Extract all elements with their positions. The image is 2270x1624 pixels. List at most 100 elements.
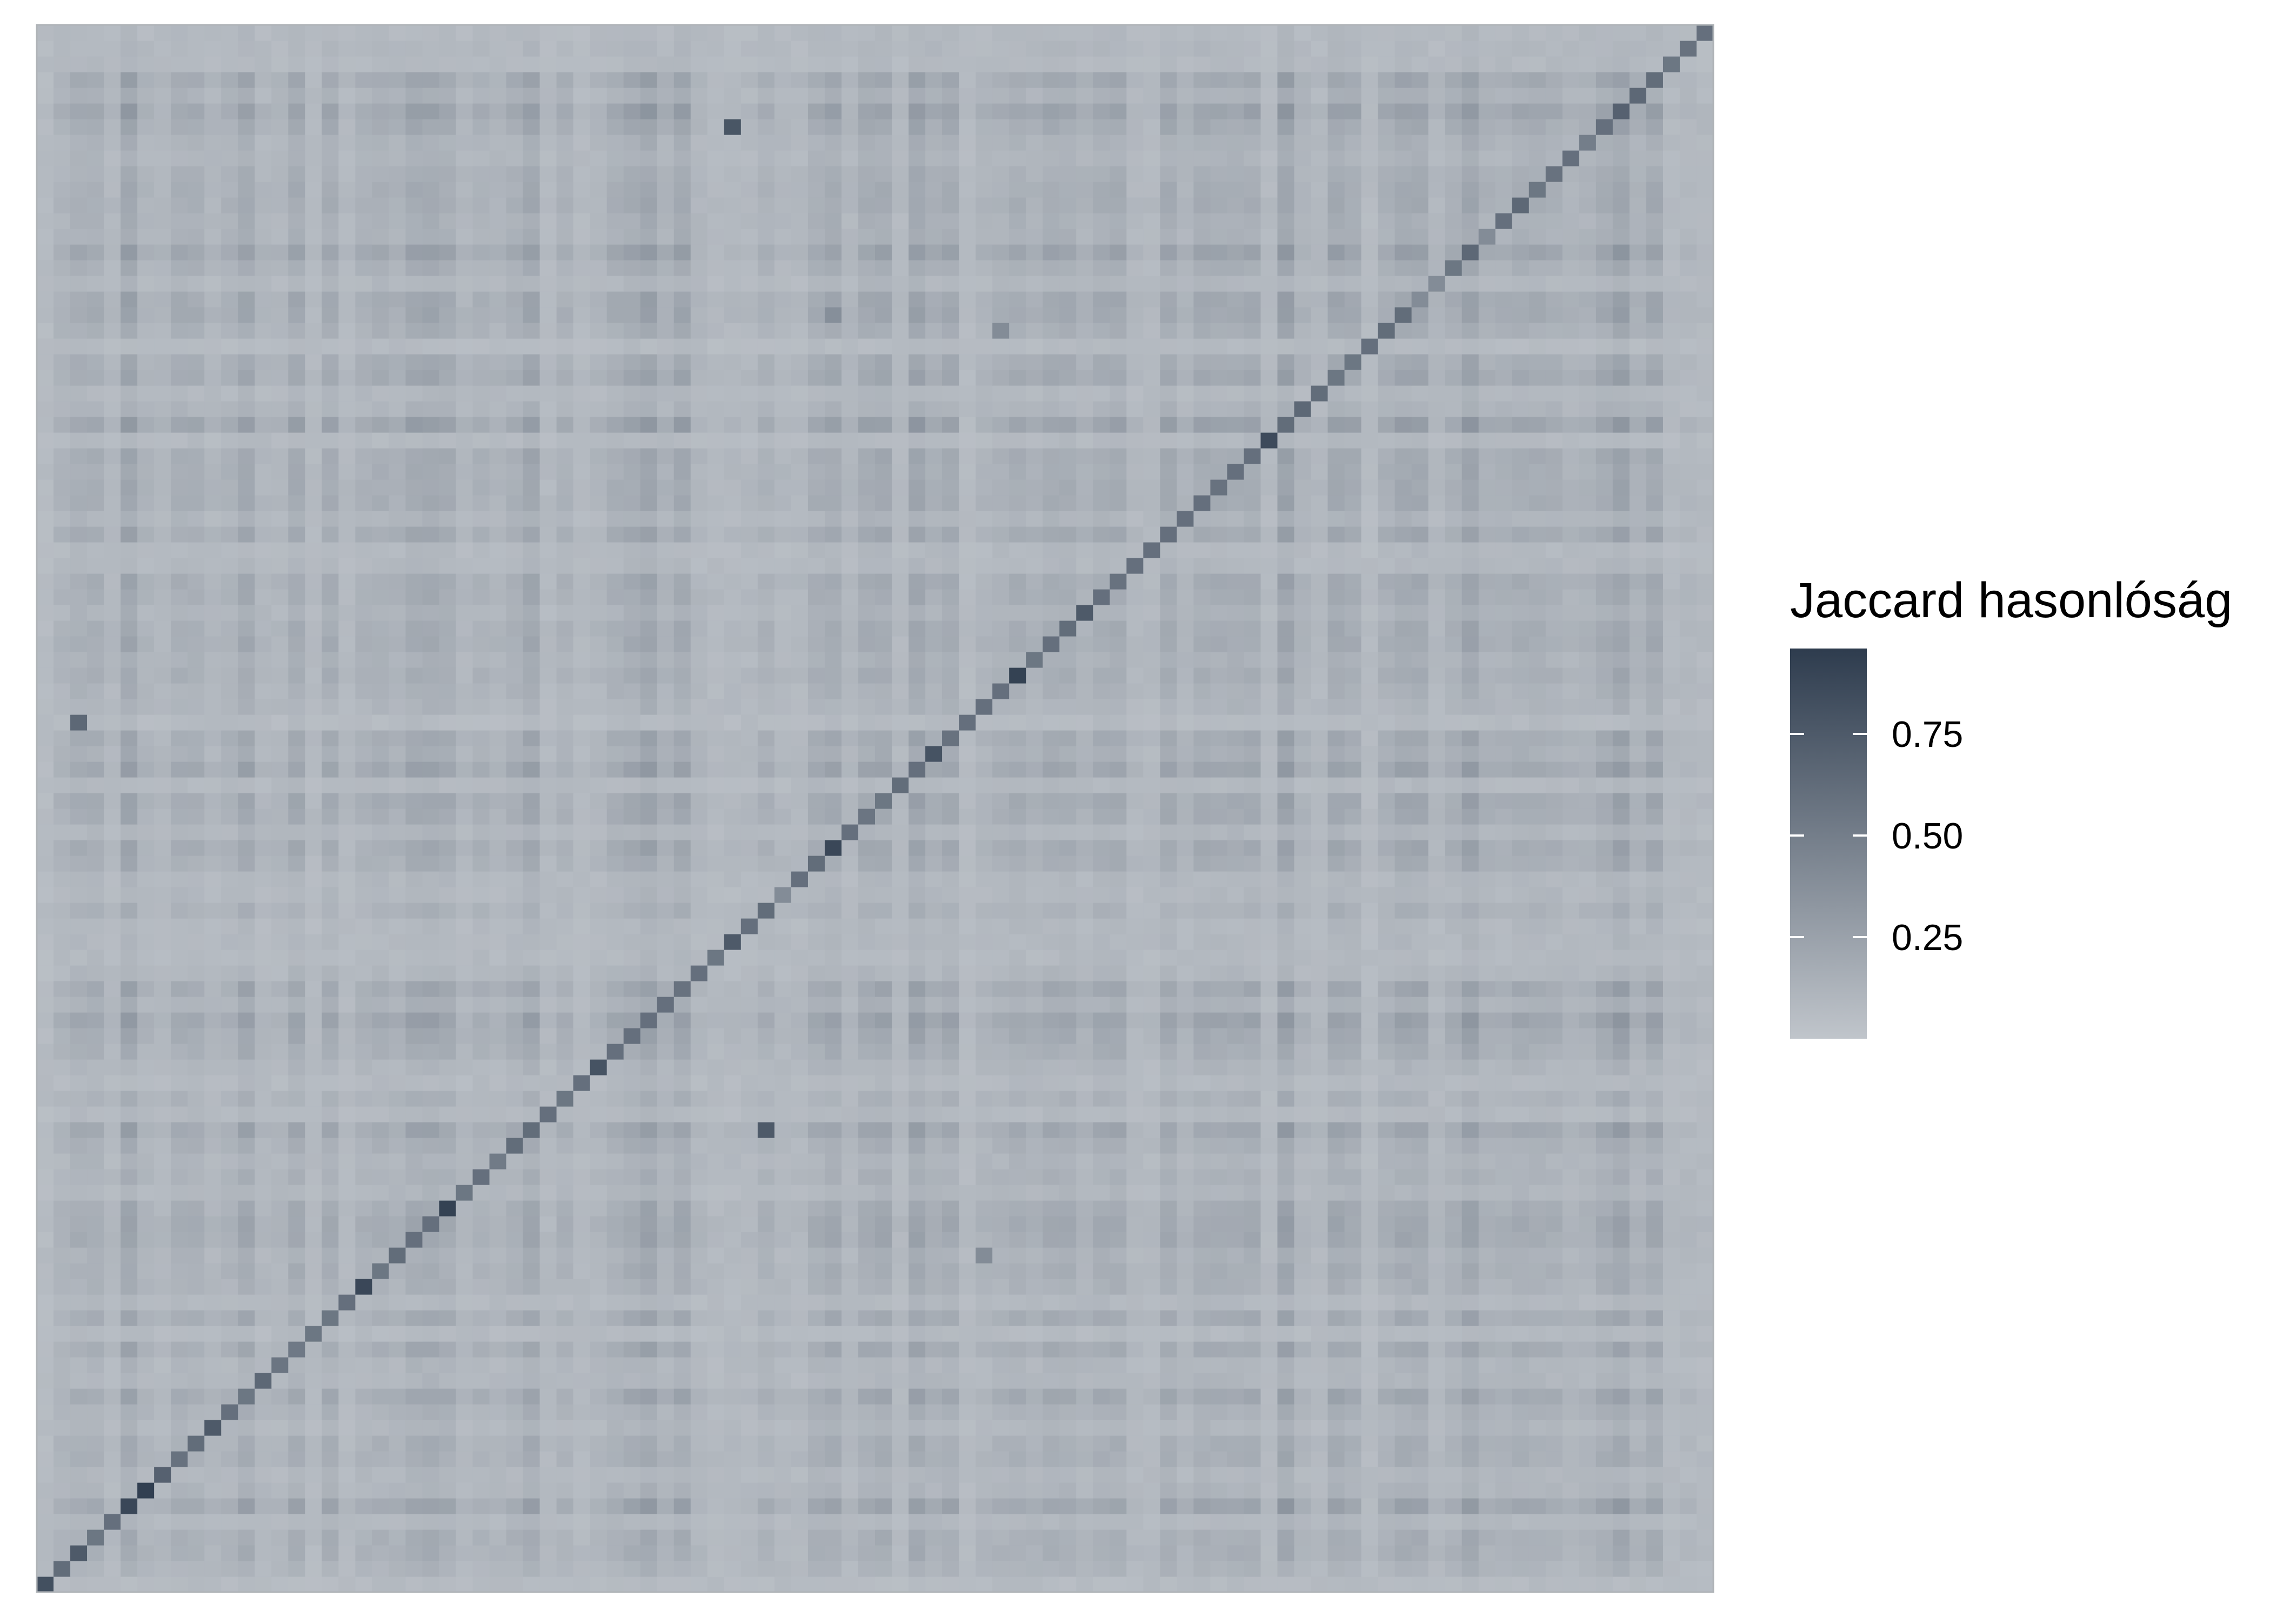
- heatmap-cell: [1361, 1232, 1379, 1248]
- heatmap-cell: [1428, 1404, 1446, 1420]
- heatmap-cell: [1009, 1106, 1026, 1122]
- heatmap-cell: [1613, 1357, 1630, 1373]
- heatmap-cell: [624, 824, 641, 840]
- heatmap-cell: [305, 997, 322, 1013]
- heatmap-cell: [1260, 1451, 1278, 1467]
- heatmap-cell: [624, 1576, 641, 1593]
- heatmap-cell: [1680, 1576, 1697, 1593]
- heatmap-cell: [624, 1467, 641, 1483]
- heatmap-cell: [355, 997, 372, 1013]
- heatmap-cell: [1143, 1138, 1160, 1154]
- heatmap-cell: [925, 887, 943, 903]
- heatmap-cell: [909, 1091, 926, 1107]
- heatmap-cell: [422, 934, 439, 950]
- heatmap-cell: [456, 1106, 473, 1122]
- heatmap-cell: [305, 1279, 322, 1295]
- heatmap-cell: [1093, 856, 1110, 872]
- heatmap-cell: [456, 903, 473, 919]
- heatmap-cell: [1294, 965, 1312, 981]
- heatmap-cell: [1193, 1075, 1211, 1091]
- heatmap-cell: [1529, 1294, 1546, 1311]
- heatmap-cell: [1177, 950, 1194, 966]
- heatmap-cell: [1646, 1200, 1664, 1217]
- heatmap-cell: [490, 1200, 507, 1217]
- heatmap-cell: [909, 1106, 926, 1122]
- heatmap-cell: [137, 1498, 155, 1514]
- heatmap-cell: [70, 1169, 88, 1185]
- heatmap-cell: [992, 1012, 1010, 1028]
- heatmap-cell: [691, 1012, 708, 1028]
- heatmap-cell: [305, 1373, 322, 1389]
- heatmap-cell: [825, 1294, 842, 1311]
- heatmap-cell: [1126, 1388, 1144, 1405]
- heatmap-cell: [808, 1169, 825, 1185]
- heatmap-cell: [523, 1294, 540, 1311]
- heatmap-cell: [1579, 1122, 1597, 1138]
- heatmap-cell: [741, 856, 758, 872]
- heatmap-cell: [1630, 1279, 1647, 1295]
- heatmap-cell: [775, 1279, 792, 1295]
- heatmap-cell: [1076, 856, 1093, 872]
- heatmap-cell: [322, 1153, 339, 1169]
- heatmap-cell: [1193, 1357, 1211, 1373]
- heatmap-cell: [791, 1529, 809, 1546]
- heatmap-cell: [657, 1247, 675, 1264]
- heatmap-cell: [1227, 808, 1244, 825]
- heatmap-cell: [490, 1091, 507, 1107]
- heatmap-cell: [607, 1106, 624, 1122]
- heatmap-cell: [204, 1482, 222, 1499]
- heatmap-cell: [1428, 997, 1446, 1013]
- heatmap-cell: [188, 1467, 205, 1483]
- heatmap-cell: [490, 1138, 507, 1154]
- heatmap-cell: [1110, 840, 1127, 856]
- heatmap-cell: [1345, 981, 1362, 997]
- heatmap-cell: [271, 997, 289, 1013]
- heatmap-cell: [674, 887, 691, 903]
- heatmap-cell: [1596, 1028, 1613, 1044]
- heatmap-cell: [104, 1216, 121, 1232]
- heatmap-cell: [1529, 981, 1546, 997]
- heatmap-cell: [657, 1310, 675, 1326]
- heatmap-cell: [590, 965, 607, 981]
- heatmap-cell: [1345, 1467, 1362, 1483]
- heatmap-cell: [1294, 1373, 1312, 1389]
- heatmap-cell: [54, 918, 71, 934]
- heatmap-cell: [1613, 1310, 1630, 1326]
- heatmap-cell: [1529, 1529, 1546, 1546]
- heatmap-cell: [791, 1420, 809, 1436]
- heatmap-cell: [422, 981, 439, 997]
- heatmap-cell: [37, 965, 54, 981]
- heatmap-cell: [1076, 840, 1093, 856]
- heatmap-cell: [338, 1232, 356, 1248]
- heatmap-cell: [204, 840, 222, 856]
- heatmap-cell: [1546, 1435, 1563, 1452]
- heatmap-cell: [1630, 1263, 1647, 1279]
- heatmap-cell: [1227, 1200, 1244, 1217]
- heatmap-cell: [506, 1561, 524, 1577]
- heatmap-cell: [1445, 1561, 1463, 1577]
- heatmap-cell: [1663, 1326, 1680, 1342]
- heatmap-cell: [1076, 1420, 1093, 1436]
- heatmap-cell: [1395, 981, 1412, 997]
- heatmap-cell: [707, 1467, 725, 1483]
- heatmap-cell: [1294, 1122, 1312, 1138]
- heatmap-cell: [1579, 1075, 1597, 1091]
- heatmap-cell: [1563, 1216, 1580, 1232]
- heatmap-cell: [104, 1279, 121, 1295]
- heatmap-cell: [1462, 1341, 1479, 1358]
- heatmap-cell: [204, 1451, 222, 1467]
- heatmap-cell: [1244, 1106, 1261, 1122]
- heatmap-cell: [557, 1388, 574, 1405]
- heatmap-cell: [1563, 1326, 1580, 1342]
- heatmap-cell: [54, 1420, 71, 1436]
- heatmap-cell: [640, 1169, 658, 1185]
- heatmap-cell: [909, 1420, 926, 1436]
- heatmap-cell: [1529, 1404, 1546, 1420]
- heatmap-cell: [724, 1091, 742, 1107]
- heatmap-cell: [1512, 934, 1530, 950]
- heatmap-cell: [1412, 808, 1429, 825]
- heatmap-cell: [70, 1232, 88, 1248]
- heatmap-cell: [624, 1247, 641, 1264]
- heatmap-cell: [221, 1514, 238, 1530]
- heatmap-cell: [590, 1435, 607, 1452]
